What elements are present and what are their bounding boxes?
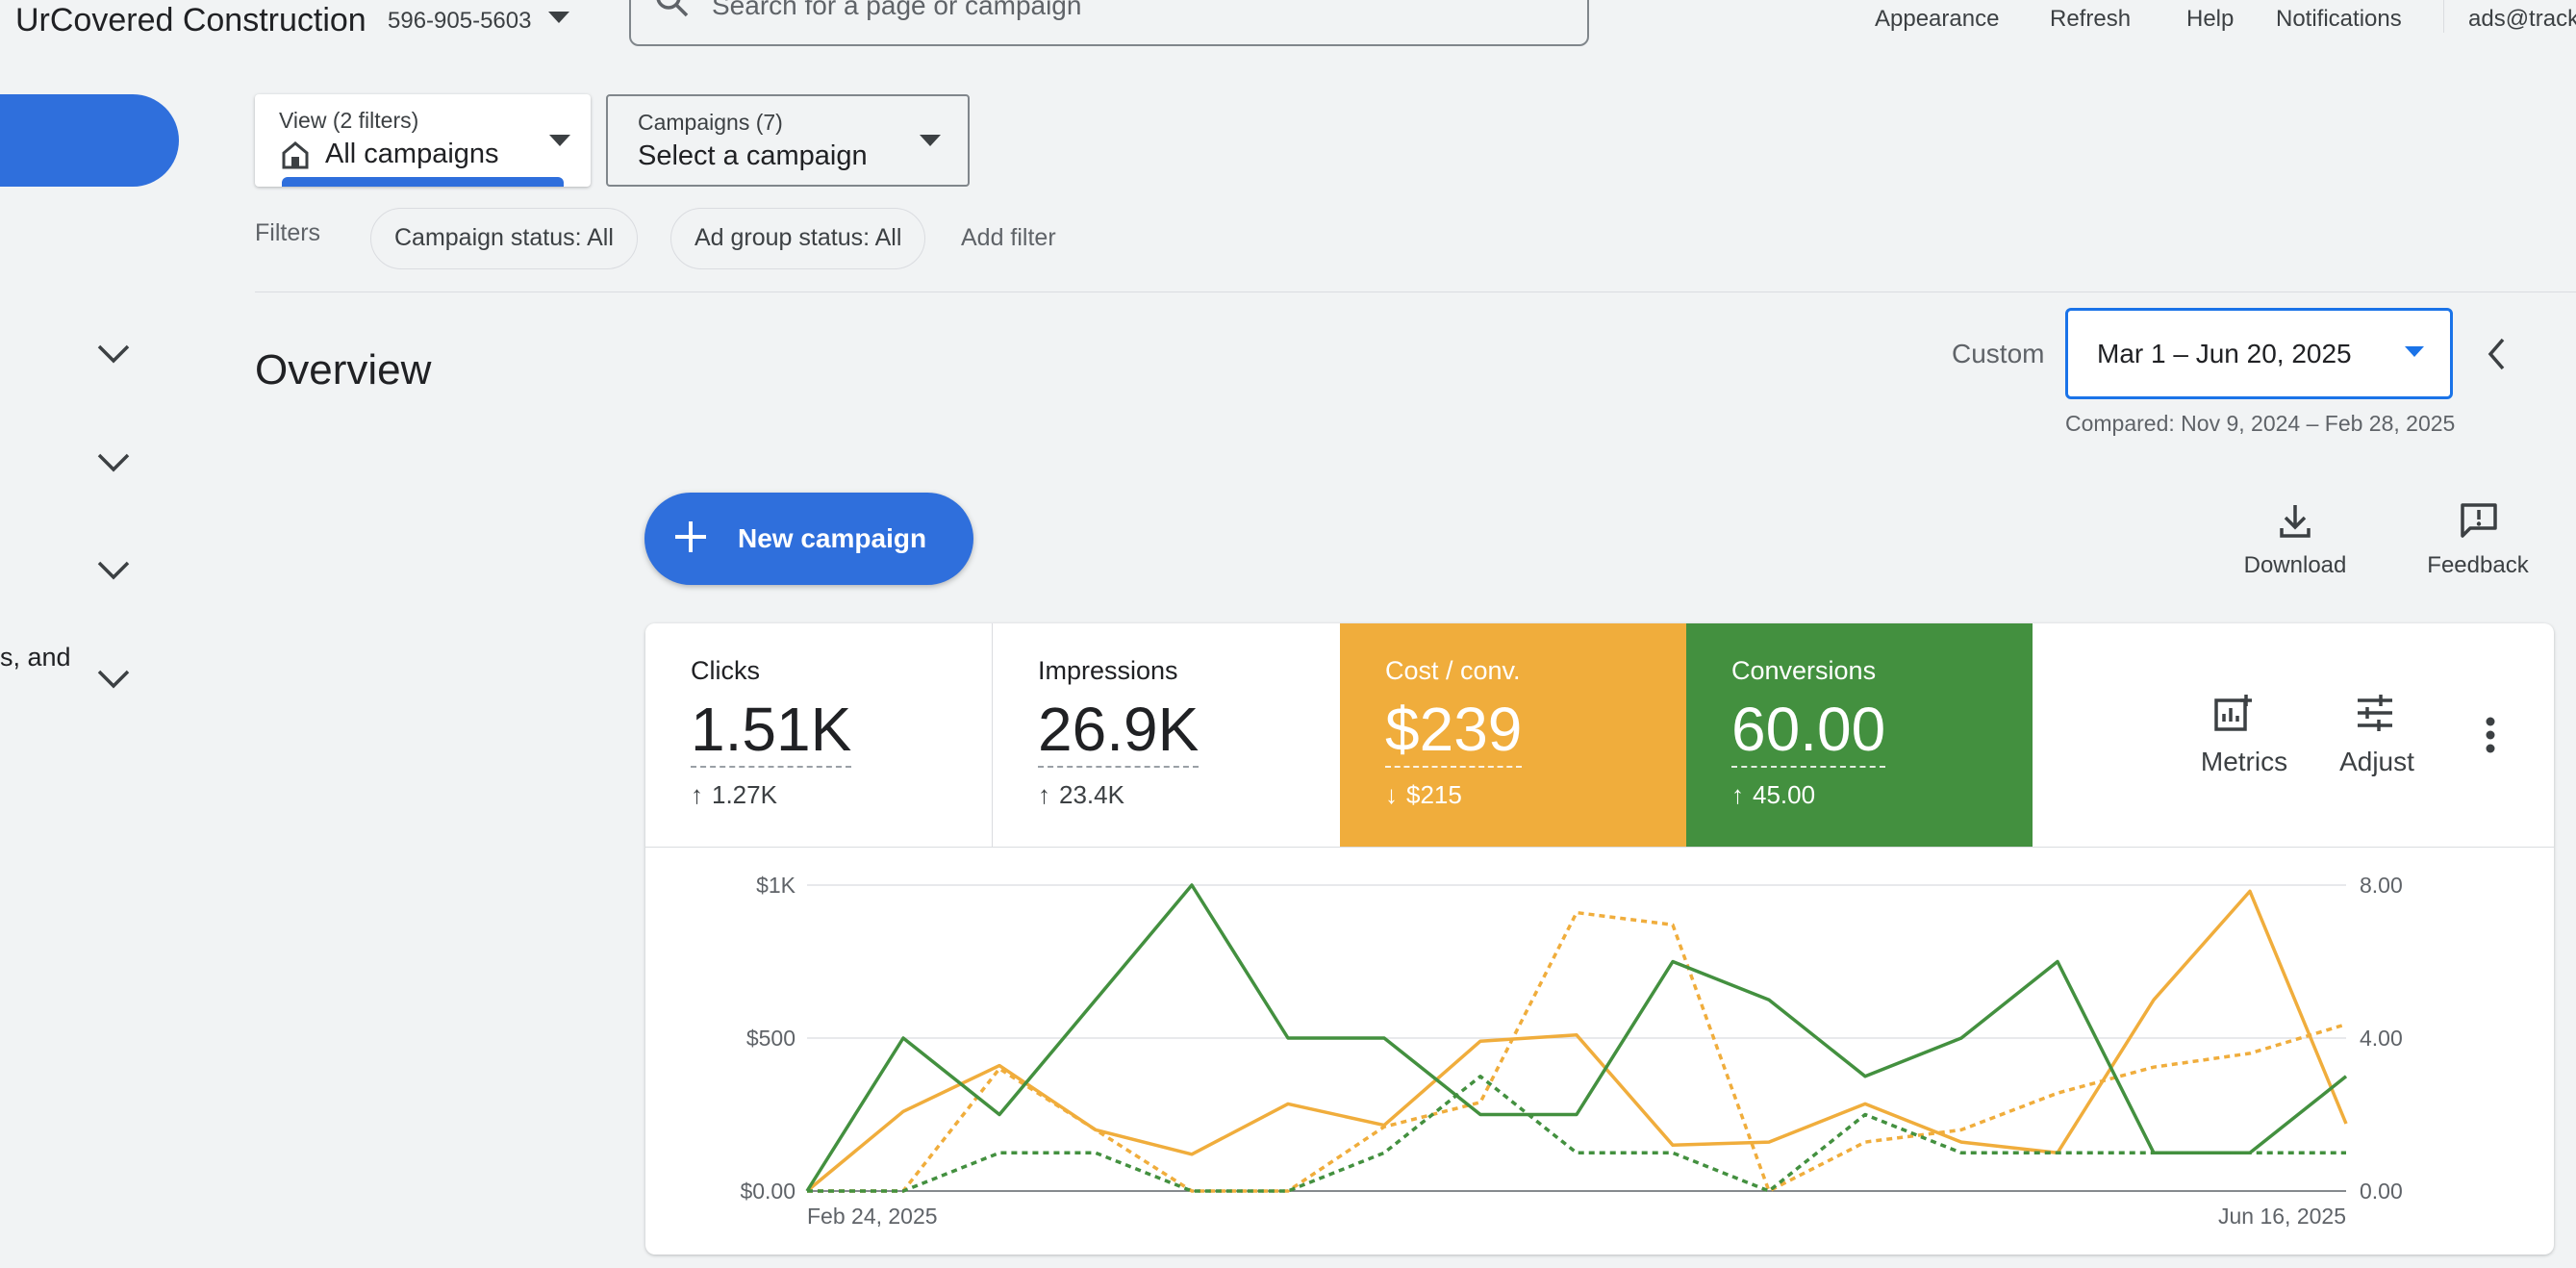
chevron-down-icon[interactable] [96,343,131,365]
dropdown-arrow-icon [920,135,941,146]
scorecard-value: $239 [1385,693,1523,768]
ad-group-status-filter-chip[interactable]: Ad group status: All [670,208,926,269]
metrics-button[interactable]: Metrics [2200,747,2288,776]
home-icon [282,141,309,169]
chevron-down-icon[interactable] [96,560,131,581]
chart-left-tick-label: $0.00 [740,1179,796,1204]
scorecard-delta: ↑ 45.00 [1731,780,1815,810]
appearance-button[interactable]: Appearance [1875,6,2000,32]
arrow-down-icon: ↓ [1385,780,1398,809]
arrow-up-icon: ↑ [1038,780,1050,809]
search-placeholder: Search for a page or campaign [712,0,1082,20]
dropdown-arrow-icon [2405,346,2424,357]
chart-series-line [807,1075,2346,1193]
sidebar-item-active[interactable] [0,94,179,187]
view-selector-indicator [282,177,564,187]
campaign-selector-label: Campaigns (7) [638,110,783,135]
refresh-button[interactable]: Refresh [2050,6,2132,32]
download-button[interactable]: Download [2243,552,2347,578]
scorecard-value: 1.51K [691,693,852,768]
date-mode-label: Custom [1952,339,2045,368]
search-icon [656,0,689,17]
scorecard-label: Impressions [1038,656,1178,685]
scorecard-label: Conversions [1731,656,1877,685]
help-button[interactable]: Help [2186,6,2235,32]
scorecard-clicks[interactable]: Clicks 1.51K ↑ 1.27K [645,623,993,847]
date-range-value: Mar 1 – Jun 20, 2025 [2097,339,2352,368]
adjust-button[interactable]: Adjust [2339,747,2414,776]
scorecard-label: Cost / conv. [1385,656,1521,685]
more-vert-icon[interactable] [2485,716,2496,754]
feedback-icon[interactable] [2459,501,2499,540]
chevron-down-icon[interactable] [96,452,131,473]
performance-chart: $0.00 $500 $1K 0.00 4.00 8.00 Feb 24, 2025 Jun … [740,873,2403,1229]
scorecard-conversions[interactable]: Conversions 60.00 ↑ 45.00 [1686,623,2033,847]
chart-series-line [807,910,2347,1193]
date-range-picker[interactable] [2065,308,2453,399]
notifications-button[interactable]: Notifications [2276,6,2402,32]
chart-x-start-label: Feb 24, 2025 [807,1204,938,1229]
campaign-selector-value: Select a campaign [638,140,868,171]
campaign-status-filter-chip[interactable]: Campaign status: All [370,208,638,269]
feedback-button[interactable]: Feedback [2427,552,2529,578]
view-selector-value: All campaigns [325,139,499,169]
scorecard-delta: ↑ 1.27K [691,780,777,810]
chart-right-tick-label: 0.00 [2360,1179,2403,1204]
scorecard-delta: ↓ $215 [1385,780,1462,810]
scorecard-cost-per-conversion[interactable]: Cost / conv. $239 ↓ $215 [1340,623,1686,847]
scorecard-impressions[interactable]: Impressions 26.9K ↑ 23.4K [993,623,1340,847]
chart-left-tick-label: $1K [756,873,796,898]
new-campaign-label: New campaign [738,523,927,553]
view-selector-label: View (2 filters) [279,108,419,133]
chevron-left-icon[interactable] [2486,337,2509,371]
adjust-icon[interactable] [2354,693,2396,733]
scorecard-delta-value: 23.4K [1059,780,1124,809]
topbar-divider [2443,0,2444,33]
chart-series-line [805,883,2348,1192]
add-filter-button[interactable]: Add filter [961,224,1056,251]
search-input[interactable] [629,0,1589,46]
account-id[interactable]: 596-905-5603 [388,8,532,34]
scorecard-value: 26.9K [1038,693,1200,768]
view-selector[interactable] [255,94,591,187]
plus-icon [675,521,706,552]
sidebar-item-label[interactable]: s, and [0,643,71,672]
metrics-icon[interactable] [2213,693,2256,733]
scorecard-delta-value: 1.27K [712,780,777,809]
chart-right-tick-label: 4.00 [2360,1026,2403,1051]
download-icon[interactable] [2278,502,2312,539]
chevron-down-icon[interactable] [96,669,131,690]
performance-panel: Clicks 1.51K ↑ 1.27K Impressions 26.9K ↑ 2… [645,623,2554,1255]
scorecard-delta-value: 45.00 [1753,780,1816,809]
chart-right-tick-label: 8.00 [2360,873,2403,898]
account-chevron-down-icon[interactable] [548,12,569,25]
dropdown-arrow-icon [549,135,570,146]
chart-series-line [805,889,2348,1193]
account-name: UrCovered Construction [15,2,366,38]
comparison-range: Compared: Nov 9, 2024 – Feb 28, 2025 [2065,411,2456,436]
filters-label: Filters [255,219,321,246]
chart-x-end-label: Jun 16, 2025 [2218,1204,2346,1229]
arrow-up-icon: ↑ [1731,780,1744,809]
scorecard-value: 60.00 [1731,693,1886,768]
chart-left-tick-label: $500 [746,1026,796,1051]
arrow-up-icon: ↑ [691,780,703,809]
scorecard-delta: ↑ 23.4K [1038,780,1124,810]
panel-divider [645,847,2554,848]
page-title: Overview [255,346,432,393]
campaign-selector[interactable] [606,94,970,187]
account-email[interactable]: ads@track [2468,6,2576,32]
scorecard-delta-value: $215 [1406,780,1462,809]
scorecard-label: Clicks [691,656,760,685]
